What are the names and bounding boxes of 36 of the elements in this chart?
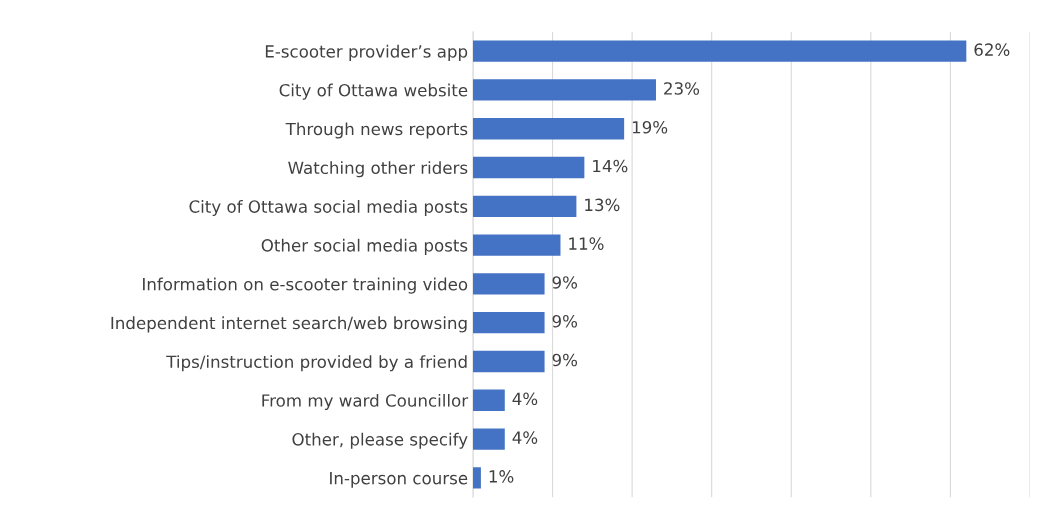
y-tick-label: Independent internet search/web browsing (111, 316, 467, 333)
y-tick-label: From my ward Councillor (262, 393, 469, 411)
bar (472, 273, 545, 295)
data-label: 11% (569, 237, 604, 250)
y-tick-label: Other, please specify (292, 432, 468, 449)
bar (472, 234, 561, 256)
data-label: 23% (664, 82, 700, 95)
y-tick-label: Watching other riders (288, 161, 468, 178)
y-tick-label: Tips/instruction provided by a friend (166, 355, 467, 372)
y-tick-label: Other social media posts (261, 238, 468, 255)
bar (472, 79, 656, 101)
y-tick-label: City of Ottawa social media posts (189, 199, 468, 217)
data-label: 14% (593, 159, 628, 173)
data-label: 9% (552, 353, 578, 367)
data-label: 1% (489, 470, 514, 483)
bar (472, 118, 625, 140)
bar (472, 156, 585, 179)
bar (472, 350, 545, 373)
y-tick-label: In-person course (330, 472, 468, 488)
bar (472, 389, 505, 411)
bar (472, 312, 545, 334)
y-tick-label: Information on e-scooter training video (143, 277, 468, 294)
data-label: 13% (585, 198, 620, 212)
y-tick-label: Through news reports (285, 122, 468, 139)
data-label: 9% (552, 276, 578, 289)
bar (472, 195, 577, 217)
y-tick-label: City of Ottawa website (279, 83, 468, 100)
data-label: 4% (512, 392, 538, 406)
data-label: 19% (632, 120, 668, 134)
data-label: 62% (974, 43, 1010, 56)
data-label: 9% (552, 314, 578, 328)
bar (472, 467, 481, 489)
bar (472, 40, 967, 62)
data-label: 4% (512, 431, 538, 444)
bar (472, 428, 505, 450)
y-tick-label: E-scooter provider’s app (265, 44, 468, 61)
